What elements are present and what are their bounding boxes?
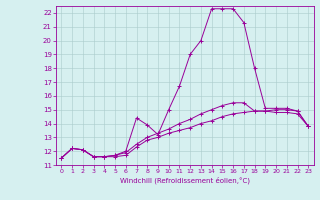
X-axis label: Windchill (Refroidissement éolien,°C): Windchill (Refroidissement éolien,°C) (120, 177, 250, 184)
